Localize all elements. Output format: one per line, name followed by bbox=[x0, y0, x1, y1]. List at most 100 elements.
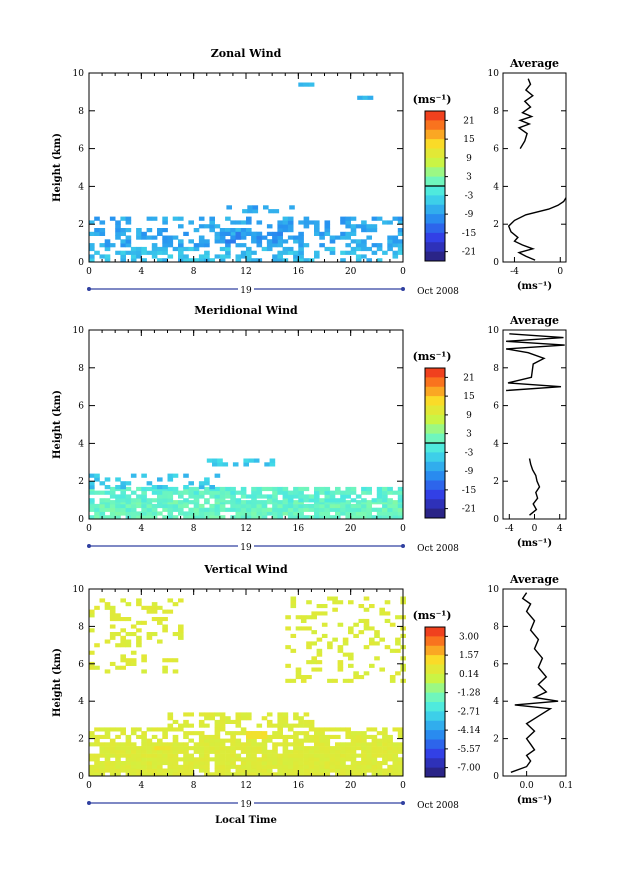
heatmap-cell bbox=[89, 246, 95, 252]
colorbar-segment bbox=[425, 673, 445, 684]
heatmap-cell bbox=[209, 515, 215, 520]
heatmap-cell bbox=[204, 243, 210, 248]
heatmap-cell bbox=[329, 246, 336, 252]
heatmap-cell bbox=[321, 622, 328, 627]
heatmap-cell bbox=[350, 738, 357, 743]
heatmap-cell bbox=[115, 515, 121, 520]
heatmap-cell bbox=[141, 757, 147, 762]
heatmap-cell bbox=[209, 220, 215, 225]
heatmap-cell bbox=[256, 494, 263, 499]
heatmap-cell bbox=[162, 235, 168, 240]
heatmap-cell bbox=[219, 235, 226, 240]
colorbar-segment bbox=[425, 129, 445, 140]
heatmap-cell bbox=[287, 734, 294, 739]
heatmap-cell bbox=[361, 486, 367, 492]
heatmap-cell bbox=[104, 515, 111, 520]
heatmap-cell bbox=[104, 498, 111, 503]
heatmap-cell bbox=[198, 515, 205, 520]
heatmap-cell bbox=[298, 764, 304, 769]
heatmap-cell bbox=[162, 665, 168, 670]
heatmap-cell bbox=[162, 727, 168, 732]
colorbar-segment bbox=[425, 167, 445, 178]
heatmap-cell bbox=[256, 500, 263, 505]
heatmap-cell bbox=[125, 734, 132, 739]
colorbar-tick-label: -9 bbox=[465, 210, 474, 220]
heatmap-cell bbox=[240, 503, 247, 509]
heatmap-cell bbox=[335, 764, 341, 769]
heatmap-cell bbox=[366, 749, 372, 754]
heatmap-cell bbox=[355, 243, 362, 248]
heatmap-cell bbox=[337, 660, 344, 665]
heatmap-cell bbox=[366, 503, 372, 509]
heatmap-cell bbox=[157, 605, 163, 610]
heatmap-cell bbox=[172, 749, 179, 754]
colorbar-tick-label: 21 bbox=[463, 116, 474, 126]
heatmap-cell bbox=[178, 503, 184, 509]
heatmap-cell bbox=[130, 727, 137, 732]
heatmap-cell bbox=[272, 746, 278, 751]
heatmap-cell bbox=[266, 498, 273, 503]
heatmap-cell bbox=[361, 757, 367, 762]
colorbar-segment bbox=[425, 433, 445, 444]
heatmap-cell bbox=[141, 494, 147, 499]
heatmap-cell bbox=[130, 473, 137, 478]
heatmap-cell bbox=[172, 734, 179, 739]
heatmap-cell bbox=[89, 768, 95, 773]
heatmap-cell bbox=[266, 753, 273, 758]
heatmap-cell bbox=[371, 727, 378, 732]
heatmap-cell bbox=[329, 515, 336, 520]
heatmap-cell bbox=[146, 228, 153, 233]
heatmap-cell bbox=[172, 490, 179, 495]
colorbar-segment bbox=[425, 251, 445, 262]
heatmap-cell bbox=[251, 515, 257, 520]
average-y-tick-label: 4 bbox=[493, 439, 499, 449]
heatmap-cell bbox=[109, 768, 116, 773]
heatmap-cell bbox=[193, 486, 200, 492]
heatmap-cell bbox=[198, 761, 205, 766]
heatmap-cell bbox=[120, 598, 126, 603]
heatmap-cell bbox=[314, 498, 320, 503]
heatmap-cell bbox=[345, 500, 351, 505]
heatmap-cell bbox=[225, 749, 231, 754]
heatmap-cell bbox=[141, 507, 147, 512]
heatmap-cell bbox=[188, 258, 194, 263]
heatmap-cell bbox=[157, 498, 163, 503]
heatmap-cell bbox=[188, 500, 194, 505]
heatmap-cell bbox=[204, 746, 210, 751]
heatmap-cell bbox=[188, 746, 194, 751]
heatmap-cell bbox=[146, 486, 153, 492]
heatmap-cell bbox=[172, 738, 179, 743]
heatmap-cell bbox=[306, 641, 312, 646]
heatmap-cell bbox=[369, 663, 375, 668]
heatmap-cell bbox=[235, 511, 242, 516]
heatmap-cell bbox=[120, 746, 126, 751]
heatmap-cell bbox=[162, 494, 168, 499]
heatmap-cell bbox=[136, 515, 142, 520]
heatmap-cell bbox=[130, 746, 137, 751]
heatmap-cell bbox=[272, 764, 278, 769]
heatmap-cell bbox=[382, 749, 388, 754]
y-tick-label: 0 bbox=[78, 515, 84, 525]
heatmap-cell bbox=[198, 753, 205, 758]
heatmap-cell bbox=[316, 660, 323, 665]
heatmap-cell bbox=[348, 678, 354, 683]
heatmap-cell bbox=[240, 507, 247, 512]
heatmap-cell bbox=[141, 658, 147, 663]
heatmap-cell bbox=[246, 757, 252, 762]
heatmap-cell bbox=[350, 772, 357, 777]
heatmap-cell bbox=[348, 630, 354, 635]
heatmap-cell bbox=[340, 258, 346, 263]
heatmap-cell bbox=[94, 511, 100, 516]
heatmap-cell bbox=[94, 772, 100, 777]
heatmap-cell bbox=[94, 753, 100, 758]
heatmap-cell bbox=[345, 749, 351, 754]
heatmap-cell bbox=[366, 507, 372, 512]
y-tick-label: 4 bbox=[78, 697, 84, 707]
heatmap-cell bbox=[89, 757, 95, 762]
heatmap-cell bbox=[287, 494, 294, 499]
heatmap-cell bbox=[167, 749, 174, 754]
heatmap-cell bbox=[136, 602, 142, 607]
heatmap-cell bbox=[287, 490, 294, 495]
heatmap-cell bbox=[355, 500, 362, 505]
